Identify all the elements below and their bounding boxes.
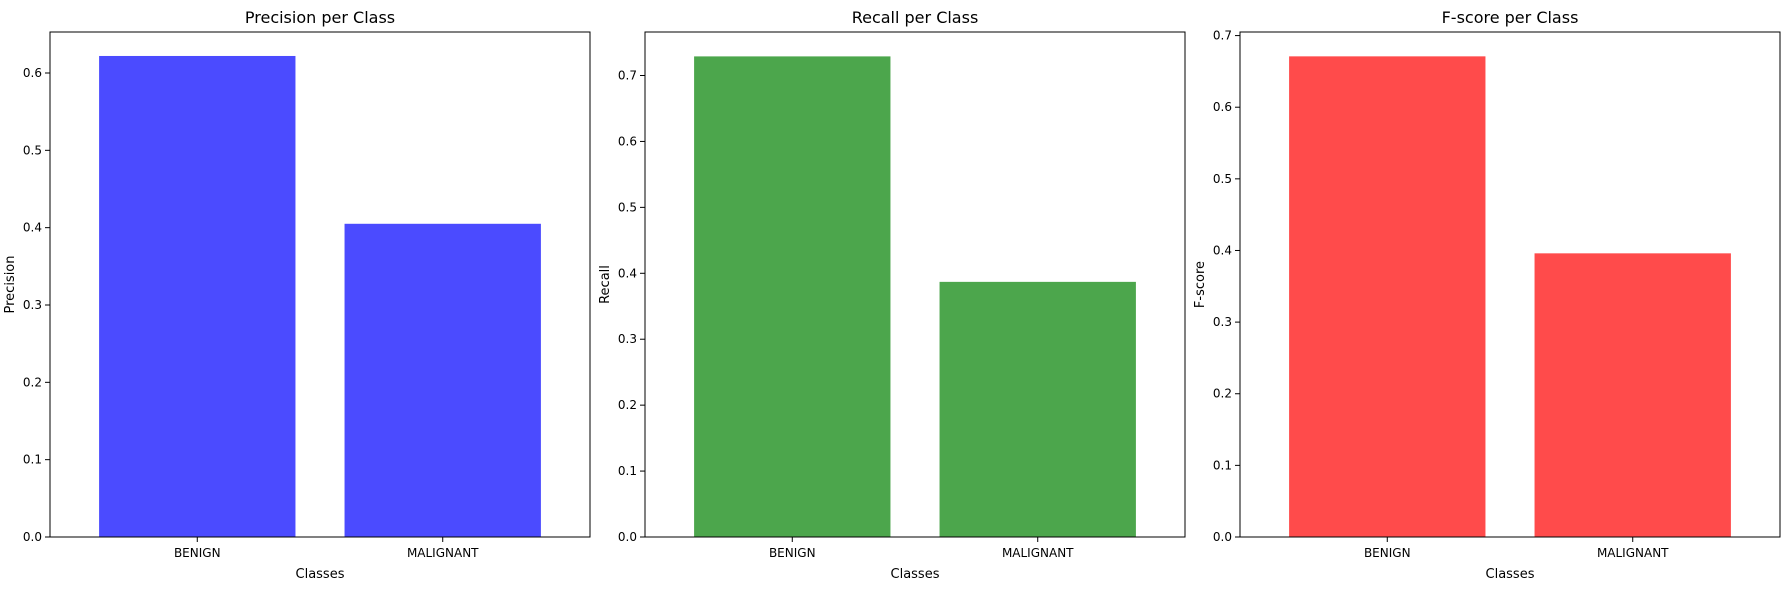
y-tick-label: 0.0	[618, 530, 637, 544]
chart-panel-2: 0.0 0.1 0.2 0.3 0.4 0.5 0.6 0.7 BENIGN MALIGNANT R…	[598, 8, 1186, 582]
chart-title: Precision per Class	[245, 8, 395, 27]
bar-benign	[99, 55, 296, 537]
chart-title: Recall per Class	[852, 8, 979, 27]
chart-panel-1: 0.0 0.1 0.2 0.3 0.4 0.5 0.6 BENIGN MALIGNANT Prec…	[3, 8, 591, 582]
y-axis-label: Precision	[3, 255, 18, 313]
y-tick-label: 0.1	[23, 453, 42, 467]
y-tick-label: 0.3	[1213, 315, 1232, 329]
y-tick-label: 0.7	[618, 69, 637, 83]
x-tick-label: BENIGN	[1364, 546, 1411, 560]
chart-title: F-score per Class	[1442, 8, 1579, 27]
y-tick-label: 0.4	[1213, 243, 1232, 257]
x-tick-label: MALIGNANT	[1597, 546, 1669, 560]
x-tick-label: BENIGN	[769, 546, 816, 560]
y-tick-label: 0.2	[23, 375, 42, 389]
y-tick-label: 0.3	[23, 298, 42, 312]
plot-frame	[644, 31, 1186, 538]
y-tick-label: 0.5	[1213, 172, 1232, 186]
bar-benign	[694, 56, 891, 538]
y-tick-label: 0.6	[23, 66, 42, 80]
y-tick-label: 0.6	[618, 134, 637, 148]
bar-benign	[1289, 56, 1486, 537]
x-tick-label: MALIGNANT	[1002, 546, 1074, 560]
x-axis-label: Classes	[296, 567, 345, 582]
y-tick-label: 0.3	[618, 332, 637, 346]
y-tick-label: 0.2	[618, 398, 637, 412]
y-tick-label: 0.2	[1213, 387, 1232, 401]
y-tick-label: 0.4	[23, 221, 42, 235]
y-tick-label: 0.0	[1213, 530, 1232, 544]
x-tick-label: MALIGNANT	[407, 546, 479, 560]
y-tick-label: 0.5	[618, 200, 637, 214]
y-axis-label: Recall	[598, 265, 613, 304]
plot-frame	[1239, 31, 1781, 538]
y-tick-label: 0.0	[23, 530, 42, 544]
y-tick-label: 0.6	[1213, 100, 1232, 114]
bar-malignant	[939, 281, 1136, 537]
plot-frame	[49, 31, 591, 538]
bar-malignant	[344, 223, 541, 537]
x-axis-label: Classes	[891, 567, 940, 582]
bar-malignant	[1534, 253, 1731, 537]
chart-panel-3: 0.0 0.1 0.2 0.3 0.4 0.5 0.6 0.7 BENIGN MALIGNANT F…	[1193, 8, 1781, 582]
x-axis-label: Classes	[1486, 567, 1535, 582]
y-tick-label: 0.1	[618, 464, 637, 478]
x-tick-label: BENIGN	[174, 546, 221, 560]
y-tick-label: 0.7	[1213, 29, 1232, 43]
y-tick-label: 0.1	[1213, 458, 1232, 472]
y-tick-label: 0.5	[23, 143, 42, 157]
y-tick-label: 0.4	[618, 266, 637, 280]
y-axis-label: F-score	[1193, 261, 1208, 308]
